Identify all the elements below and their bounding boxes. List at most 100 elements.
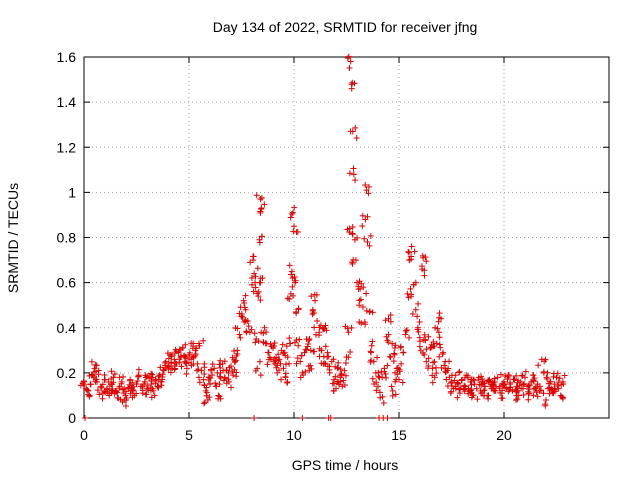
data-point <box>416 334 423 341</box>
data-point <box>416 318 423 325</box>
data-point <box>283 343 290 350</box>
data-point <box>433 370 440 377</box>
data-point <box>282 373 289 380</box>
data-point <box>361 319 368 326</box>
data-point <box>216 373 223 380</box>
data-point <box>143 391 150 398</box>
data-point <box>373 379 380 386</box>
data-point <box>148 394 155 401</box>
data-point <box>149 374 156 381</box>
data-point <box>540 368 547 375</box>
data-point <box>271 340 278 347</box>
data-point <box>90 372 97 379</box>
data-point <box>352 124 359 131</box>
data-point <box>541 358 548 365</box>
data-point <box>119 398 126 405</box>
data-point <box>425 355 432 362</box>
data-point <box>287 214 294 221</box>
data-point <box>216 361 223 368</box>
data-point <box>314 317 321 324</box>
data-point <box>515 377 522 384</box>
data-point <box>467 387 474 394</box>
y-tick-label: 1.6 <box>57 49 77 65</box>
data-point <box>129 379 136 386</box>
data-point <box>461 374 468 381</box>
data-point <box>330 387 337 394</box>
data-point <box>353 135 360 142</box>
data-point <box>118 378 125 385</box>
data-point <box>360 284 367 291</box>
data-point <box>365 190 372 197</box>
y-axis-title: SRMTID / TECUs <box>5 183 21 293</box>
data-point <box>228 363 234 370</box>
data-point <box>392 369 399 376</box>
data-point <box>108 389 115 396</box>
data-point <box>399 379 406 386</box>
data-point <box>379 393 386 400</box>
x-tick-label: 15 <box>391 427 407 443</box>
data-point <box>334 364 341 371</box>
data-point <box>335 359 342 366</box>
data-point <box>256 279 263 286</box>
data-point <box>337 372 344 379</box>
data-point <box>381 368 388 375</box>
data-point <box>496 385 503 392</box>
data-point <box>299 415 306 421</box>
data-point <box>165 366 172 373</box>
data-point <box>468 381 475 388</box>
data-point <box>200 337 207 344</box>
data-point <box>408 253 415 260</box>
data-point <box>512 386 519 393</box>
data-point <box>289 283 296 290</box>
data-point <box>243 328 250 335</box>
data-point <box>406 334 413 341</box>
data-point <box>216 393 223 400</box>
data-point <box>526 382 533 389</box>
data-point <box>247 259 254 266</box>
data-point <box>289 209 296 216</box>
data-point <box>440 349 447 356</box>
data-point <box>478 373 485 380</box>
data-point <box>429 365 436 372</box>
data-point <box>303 346 310 353</box>
data-point <box>396 366 403 373</box>
data-point <box>422 336 429 343</box>
data-point <box>448 378 455 385</box>
data-point <box>252 339 259 346</box>
data-point <box>144 382 151 389</box>
data-point <box>550 370 557 377</box>
data-point <box>356 297 363 304</box>
data-point <box>186 349 193 356</box>
data-point <box>337 366 344 373</box>
data-point <box>387 311 394 318</box>
data-point <box>422 254 429 261</box>
x-tick-label: 5 <box>185 427 193 443</box>
data-point <box>474 396 481 403</box>
data-point <box>155 373 162 380</box>
data-point <box>530 392 537 399</box>
data-point <box>236 331 243 338</box>
data-point <box>427 345 434 352</box>
data-point <box>288 271 295 278</box>
data-point <box>92 378 99 385</box>
data-point <box>406 249 413 256</box>
data-point <box>87 381 94 388</box>
data-point <box>491 387 498 394</box>
data-point <box>373 387 380 394</box>
data-point <box>543 396 549 403</box>
y-tick-label: 0 <box>68 410 76 426</box>
data-point <box>429 372 436 379</box>
data-point <box>329 380 336 387</box>
data-point <box>295 306 302 313</box>
data-point <box>318 347 325 354</box>
data-point <box>255 338 262 345</box>
data-point <box>339 383 346 390</box>
data-point <box>499 395 506 402</box>
data-point <box>322 322 329 329</box>
data-point <box>368 357 375 364</box>
data-point <box>435 329 442 336</box>
data-point <box>178 363 185 370</box>
data-point <box>436 334 443 341</box>
data-point <box>405 248 412 255</box>
data-point <box>310 348 317 355</box>
